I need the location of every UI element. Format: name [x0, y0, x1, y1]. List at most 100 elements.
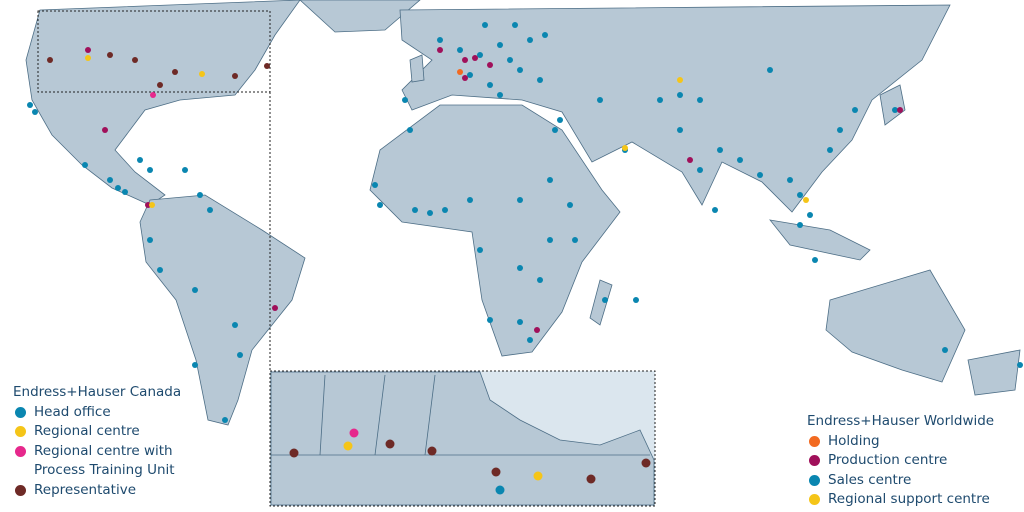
- location-dot: [677, 127, 683, 133]
- location-dot: [192, 287, 198, 293]
- legend-label: Holding: [828, 432, 880, 449]
- legend-dot: [809, 435, 820, 447]
- land: [25, 0, 1021, 426]
- legend-item: Sales centre: [807, 471, 994, 491]
- location-dot: [797, 192, 803, 198]
- location-dot: [787, 177, 793, 183]
- location-dot: [27, 102, 33, 108]
- location-dot: [477, 52, 483, 58]
- legend-dot: [809, 494, 820, 505]
- location-dot: [272, 305, 278, 311]
- location-dot: [827, 147, 833, 153]
- location-dot: [82, 162, 88, 168]
- location-dot: [437, 47, 443, 53]
- location-dot: [487, 82, 493, 88]
- legend-dot: [15, 426, 26, 437]
- location-dot: [622, 145, 628, 151]
- location-dot: [467, 72, 473, 78]
- location-dot: [32, 109, 38, 115]
- location-dot: [232, 322, 238, 328]
- legend-title: Endress+Hauser Worldwide: [807, 413, 995, 429]
- location-dot: [487, 62, 493, 68]
- legend-item: Holding: [807, 432, 994, 452]
- location-dot: [712, 207, 718, 213]
- location-dot: [552, 127, 558, 133]
- legend-worldwide: Endress+Hauser Worldwide Holding Productio…: [807, 412, 994, 510]
- location-dot: [47, 57, 53, 63]
- location-dot: [812, 257, 818, 263]
- location-dot: [377, 202, 383, 208]
- location-dot: [537, 77, 543, 83]
- location-dot: [487, 317, 493, 323]
- location-dot: [107, 177, 113, 183]
- legend-item: Head office: [13, 403, 199, 423]
- location-dot: [467, 197, 473, 203]
- location-dot: [115, 185, 121, 191]
- location-dot: [534, 327, 540, 333]
- location-dot: [482, 22, 488, 28]
- location-dot: [477, 247, 483, 253]
- location-dot: [657, 97, 663, 103]
- location-dot: [85, 47, 91, 53]
- location-dot: [147, 167, 153, 173]
- location-dot: [462, 57, 468, 63]
- location-dot: [527, 337, 533, 343]
- location-dot: [517, 67, 523, 73]
- location-dot: [343, 441, 353, 451]
- location-dot: [697, 167, 703, 173]
- location-dot: [264, 63, 270, 69]
- legend-title: Endress+Hauser Canada: [13, 384, 182, 400]
- location-dot: [192, 362, 198, 368]
- location-dot: [527, 37, 533, 43]
- legend-label: Regional centre: [34, 423, 140, 439]
- legend-item: Representative: [13, 481, 199, 501]
- location-dot: [602, 297, 608, 303]
- location-dot: [557, 117, 563, 123]
- location-dot: [633, 297, 639, 303]
- location-dot: [597, 97, 603, 103]
- legend-item: Regional centre with Process Training Un…: [13, 442, 199, 481]
- location-dot: [677, 92, 683, 98]
- location-dot: [567, 202, 573, 208]
- location-dot: [85, 55, 91, 61]
- legend-item: Regional centre: [13, 422, 199, 442]
- location-dot: [427, 210, 433, 216]
- location-dot: [385, 439, 395, 449]
- location-dot: [457, 47, 463, 53]
- location-dot: [107, 52, 113, 58]
- location-dot: [137, 157, 143, 163]
- location-dot: [349, 428, 359, 438]
- legend-item: Regional support centre: [807, 490, 994, 510]
- legend-canada: Endress+Hauser Canada Head office Regional…: [13, 383, 199, 500]
- location-dot: [172, 69, 178, 75]
- location-dot: [767, 67, 773, 73]
- location-dot: [495, 485, 505, 495]
- legend-label: Regional support centre: [828, 491, 990, 507]
- location-dot: [157, 267, 163, 273]
- location-dot: [372, 182, 378, 188]
- legend-label: Sales centre: [828, 471, 912, 488]
- location-dot: [807, 212, 813, 218]
- legend-dot: [15, 406, 26, 418]
- location-dot: [147, 237, 153, 243]
- location-dot: [407, 127, 413, 133]
- location-dot: [517, 319, 523, 325]
- location-dot: [897, 107, 903, 113]
- location-dot: [491, 467, 501, 477]
- location-dot: [222, 417, 228, 423]
- location-dot: [677, 77, 683, 83]
- legend-label: Regional centre with Process Training Un…: [34, 442, 175, 479]
- location-dot: [512, 22, 518, 28]
- location-dot: [122, 189, 128, 195]
- location-dot: [207, 207, 213, 213]
- location-dot: [797, 222, 803, 228]
- legend-item: Production centre: [807, 451, 994, 471]
- location-dot: [641, 458, 651, 468]
- location-dot: [737, 157, 743, 163]
- legend-dot: [15, 484, 26, 496]
- location-dot: [537, 277, 543, 283]
- location-dot: [717, 147, 723, 153]
- legend-label: Head office: [34, 403, 111, 420]
- location-dot: [852, 107, 858, 113]
